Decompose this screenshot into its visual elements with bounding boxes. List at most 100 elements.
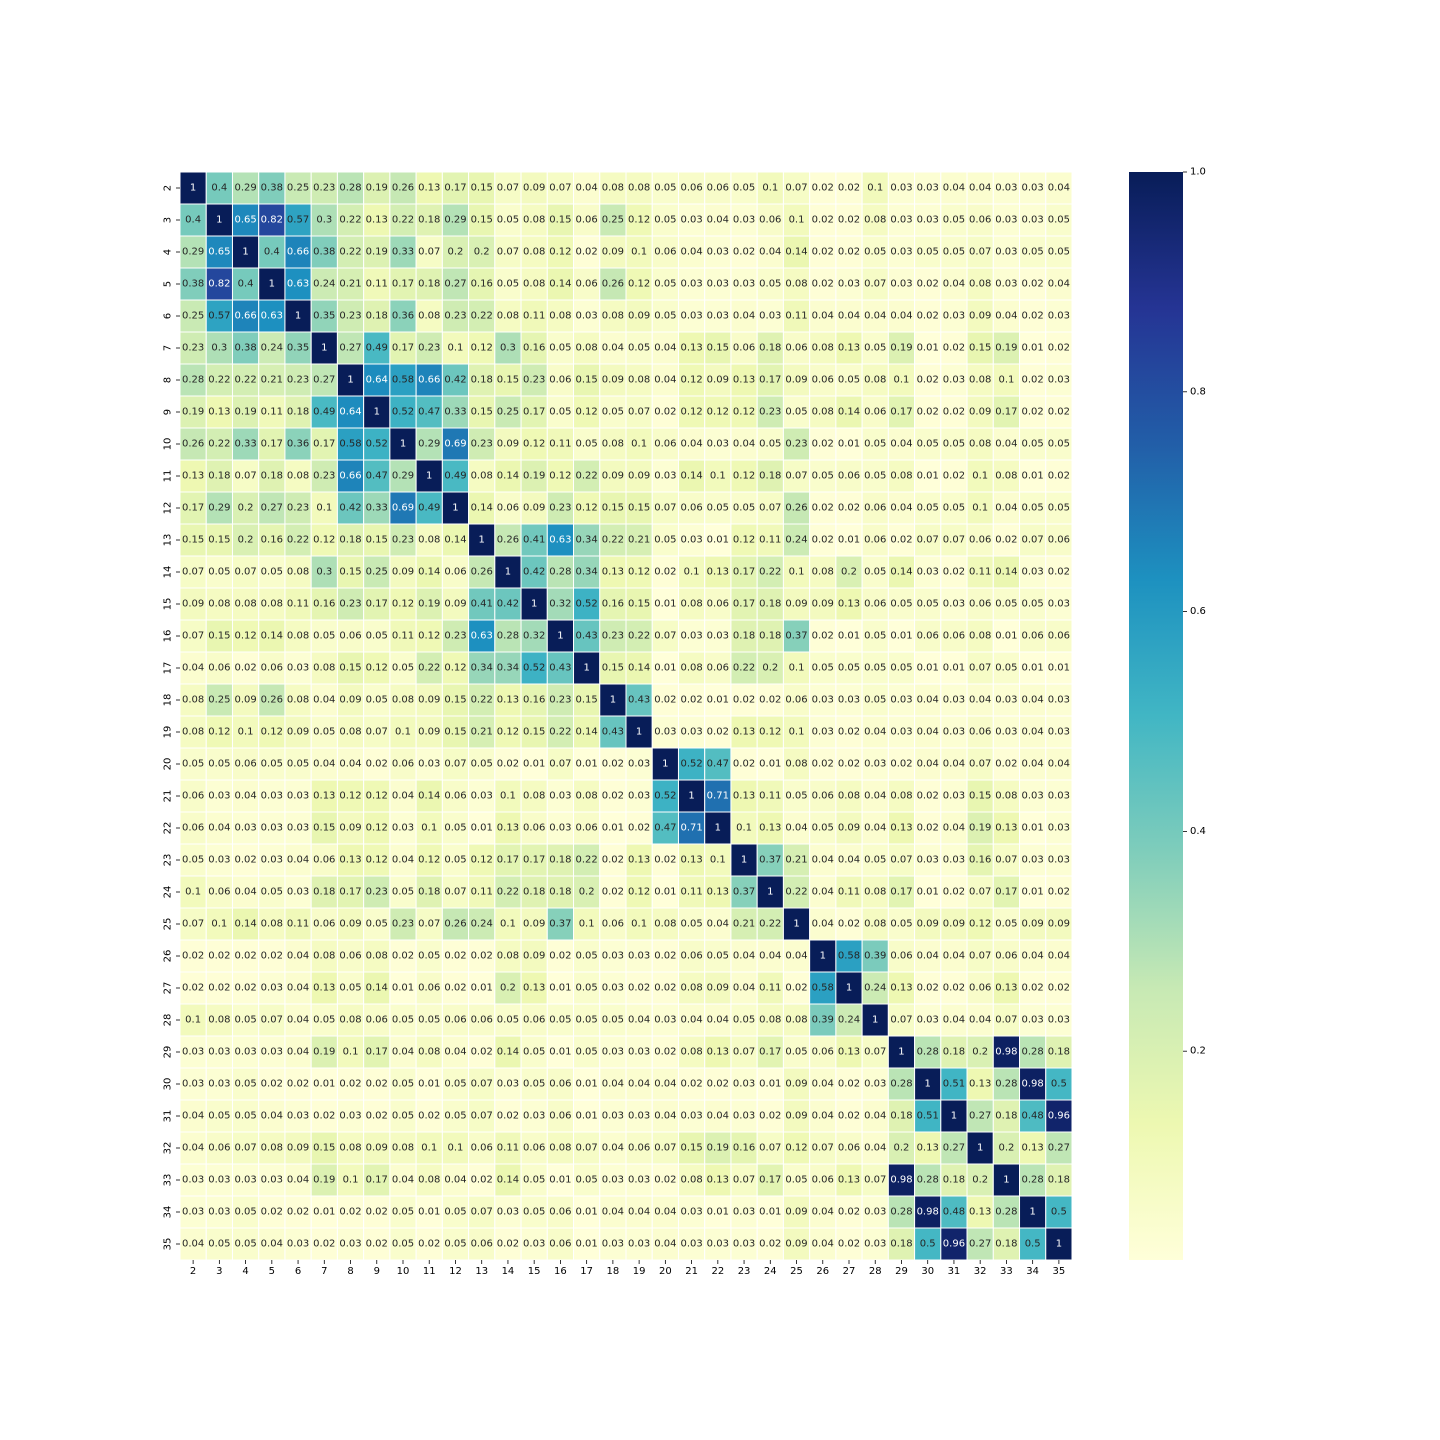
cell-value-label: 0.1	[211, 919, 227, 930]
heatmap-cell	[704, 587, 732, 621]
heatmap-cell	[599, 235, 627, 269]
cell-value-label: 0.23	[602, 631, 624, 642]
cell-value-label: 0.05	[812, 663, 834, 674]
heatmap-cell	[231, 427, 260, 461]
cell-value-label: 0.13	[523, 983, 545, 994]
cell-value-label: 0.03	[995, 215, 1017, 226]
cell-value-label: 0.03	[864, 1079, 886, 1090]
cell-value-label: 0.05	[759, 439, 781, 450]
cell-value-label: 0.07	[654, 503, 676, 514]
cell-value-label: 0.15	[208, 535, 230, 546]
cell-value-label: 0.05	[943, 247, 965, 258]
cell-value-label: 0.3	[316, 215, 332, 226]
cell-value-label: 0.05	[287, 759, 309, 770]
cell-value-label: 0.03	[943, 727, 965, 738]
cell-value-label: 0.05	[864, 471, 886, 482]
cell-value-label: 0.04	[917, 951, 939, 962]
heatmap-cell	[914, 715, 942, 749]
cell-value-label: 0.2	[972, 1047, 988, 1058]
heatmap-cell	[336, 747, 365, 781]
cell-value-label: 0.02	[261, 1207, 283, 1218]
cell-value-label: 0.07	[366, 727, 388, 738]
cell-value-label: 0.05	[444, 1207, 466, 1218]
heatmap-cell	[940, 619, 968, 653]
cell-value-label: 0.04	[182, 663, 204, 674]
cell-value-label: 0.03	[995, 727, 1017, 738]
cell-value-label: 0.07	[444, 759, 466, 770]
heatmap-cell	[415, 363, 443, 397]
cell-value-label: 0.09	[707, 983, 729, 994]
cell-value-label: 0.06	[890, 951, 912, 962]
cell-value-label: 0.19	[418, 599, 440, 610]
cell-value-label: 0.02	[628, 983, 650, 994]
x-axis: 2 3 4 5 6 7 8 9 10 11 12 13 14 15 16 17 18 19 20 21 22 23 24 25…	[190, 1260, 1065, 1277]
cell-value-label: 0.09	[366, 1143, 388, 1154]
colorbar-tick-label: 0.6	[1190, 606, 1206, 617]
cell-value-label: 0.23	[549, 503, 571, 514]
cell-value-label: 0.05	[261, 759, 283, 770]
cell-value-label: 0.08	[838, 791, 860, 802]
heatmap-cell	[599, 203, 627, 237]
heatmap-cell	[861, 171, 889, 205]
heatmap-cell	[310, 171, 338, 205]
cell-value-label: 0.48	[943, 1207, 965, 1218]
cell-value-label: 0.07	[628, 407, 650, 418]
cell-value-label: 0.04	[943, 823, 965, 834]
heatmap-cell	[363, 331, 391, 365]
heatmap-cell	[625, 363, 653, 397]
heatmap-cell	[887, 555, 916, 589]
cell-value-label: 0.04	[628, 1015, 650, 1026]
heatmap-cell	[966, 171, 994, 205]
cell-value-label: 0.04	[602, 1207, 624, 1218]
cell-value-label: 0.15	[707, 343, 729, 354]
cell-value-label: 0.03	[890, 215, 912, 226]
cell-value-label: 0.17	[890, 887, 912, 898]
cell-value-label: 0.64	[366, 375, 388, 386]
cell-value-label: 0.28	[917, 1047, 939, 1058]
cell-value-label: 0.04	[707, 919, 729, 930]
heatmap-cell	[756, 555, 784, 589]
heatmap-cell	[231, 299, 260, 333]
cell-value-label: 0.05	[602, 1015, 624, 1026]
cell-value-label: 0.09	[339, 823, 361, 834]
heatmap-cell	[1045, 523, 1073, 557]
cell-value-label: 0.11	[392, 631, 414, 642]
cell-value-label: 0.32	[549, 599, 571, 610]
cell-value-label: 0.04	[680, 439, 702, 450]
cell-value-label: 0.02	[838, 1111, 860, 1122]
cell-value-label: 0.23	[785, 439, 807, 450]
cell-value-label: 0.08	[261, 599, 283, 610]
cell-value-label: 0.1	[894, 375, 910, 386]
heatmap-cell	[258, 715, 286, 749]
heatmap-cell	[389, 459, 417, 493]
cell-value-label: 0.05	[208, 759, 230, 770]
heatmap-cell	[205, 267, 233, 301]
cell-value-label: 0.24	[838, 1015, 860, 1026]
cell-value-label: 0.37	[549, 919, 571, 930]
cell-value-label: 0.08	[602, 183, 624, 194]
cell-value-label: 0.06	[208, 663, 230, 674]
colorbar-tick-label: 0.8	[1190, 386, 1206, 397]
cell-value-label: 0.23	[287, 375, 309, 386]
y-tick-label: 19	[163, 726, 174, 739]
cell-value-label: 0.36	[287, 439, 309, 450]
cell-value-label: 0.18	[759, 343, 781, 354]
cell-value-label: 0.07	[943, 535, 965, 546]
cell-value-label: 0.25	[208, 695, 230, 706]
cell-value-label: 0.05	[549, 1015, 571, 1026]
cell-value-label: 0.13	[995, 823, 1017, 834]
cell-value-label: 1	[400, 439, 406, 450]
cell-value-label: 0.12	[313, 535, 335, 546]
cell-value-label: 0.1	[421, 823, 437, 834]
heatmap-cell	[756, 235, 784, 269]
cell-value-label: 0.1	[631, 247, 647, 258]
cell-value-label: 0.13	[339, 855, 361, 866]
cell-value-label: 0.03	[654, 471, 676, 482]
cell-value-label: 0.14	[838, 407, 860, 418]
cell-value-label: 0.08	[680, 1047, 702, 1058]
cell-value-label: 0.04	[864, 1111, 886, 1122]
cell-value-label: 0.05	[444, 823, 466, 834]
cell-value-label: 0.27	[313, 375, 335, 386]
heatmap-cell	[782, 555, 811, 589]
cell-value-label: 0.14	[576, 727, 598, 738]
